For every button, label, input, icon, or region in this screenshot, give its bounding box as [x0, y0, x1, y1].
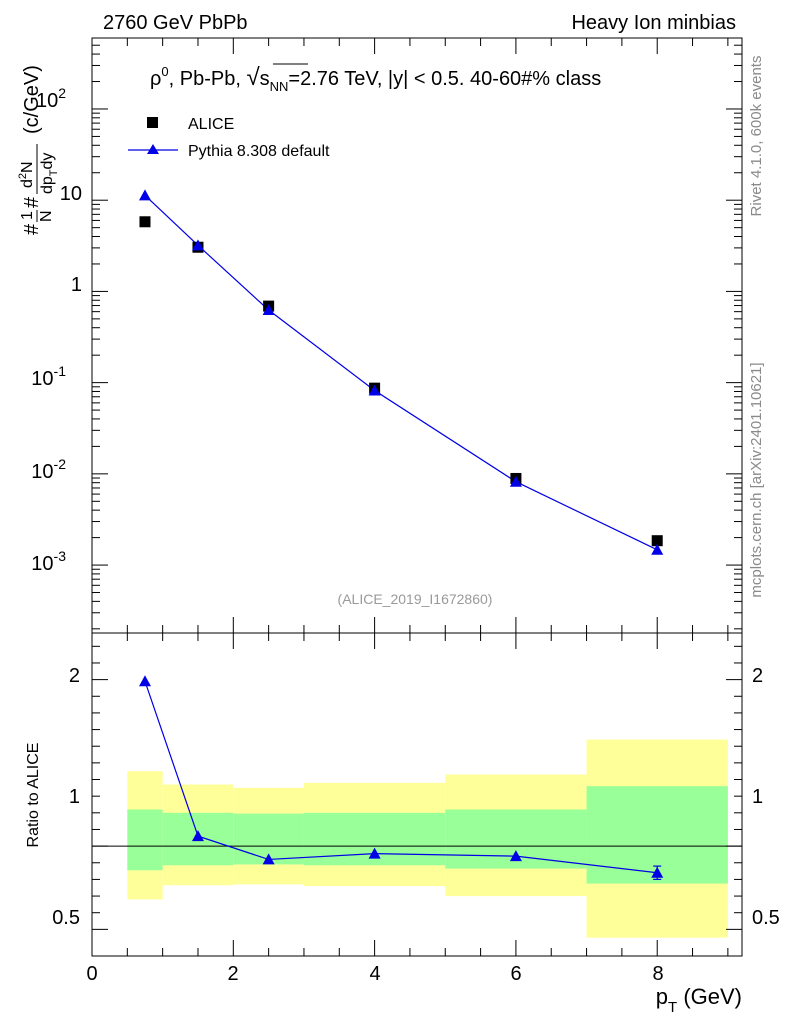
svg-text:#: #: [21, 196, 43, 208]
x-tick-labels: 0 2 4 6 8: [86, 963, 663, 985]
legend-label-alice: ALICE: [188, 116, 234, 133]
ratio-frame: [91, 632, 743, 957]
pythia-point: [509, 475, 522, 487]
ratio-pythia-point: [509, 850, 522, 862]
x-tick-label-4: 4: [369, 963, 380, 985]
rivet-label: Rivet 4.1.0, 600k events: [748, 56, 765, 217]
analysis-reference: (ALICE_2019_I1672860): [338, 591, 493, 607]
ratio-pythia-line: [144, 681, 658, 874]
band-inner: [127, 809, 163, 871]
y-tick-label-1e-1: 10-1: [31, 363, 66, 390]
alice-point: [651, 535, 663, 547]
ratio-pythia-point: [262, 853, 275, 865]
x-tick-label-6: 6: [510, 963, 521, 985]
ratio-y-label: Ratio to ALICE: [25, 743, 42, 848]
ratio-y-tick-labels: 0.5 1 2 0.5 1 2: [52, 665, 780, 929]
svg-text:d2N: d2N: [17, 161, 36, 188]
main-panel: 10-3 10-2 10-1 1 10 102 ρ0, Pb-Pb, √sNN=…: [17, 37, 743, 634]
ratio-y-tick-0.5-right: 0.5: [752, 907, 780, 929]
header-left: 2760 GeV PbPb: [103, 12, 248, 34]
y-tick-label-10: 10: [60, 183, 82, 205]
pythia-point: [138, 189, 151, 201]
ratio-pythia-point: [138, 675, 151, 687]
legend-marker-pythia: [147, 144, 159, 154]
ratio-y-tick-2-right: 2: [752, 665, 763, 687]
y-tick-label-1: 1: [71, 274, 82, 296]
ratio-pythia-point: [651, 866, 664, 878]
x-tick-label-8: 8: [652, 963, 663, 985]
ratio-y-tick-1-right: 1: [752, 786, 763, 808]
svg-text:1: 1: [19, 211, 36, 220]
mcplots-label: mcplots.cern.ch [arXiv:2401.10621]: [748, 362, 765, 597]
chart-title: ρ0, Pb-Pb, √sNN=2.76 TeV, |y| < 0.5. 40-…: [150, 64, 601, 94]
y-axis-label: # 1 N # d2N dpTdy (c/GeV): [17, 65, 60, 235]
pythia-point: [368, 384, 381, 396]
svg-text:dpTdy: dpTdy: [39, 153, 60, 194]
alice-point: [139, 216, 151, 228]
ratio-y-tick-2: 2: [69, 665, 80, 687]
svg-text:(c/GeV): (c/GeV): [21, 65, 43, 134]
x-tick-label-0: 0: [86, 963, 97, 985]
ratio-pythia-point: [191, 830, 204, 842]
pythia-point: [651, 543, 664, 555]
y-tick-label-1e-2: 10-2: [31, 456, 66, 483]
y-tick-labels: 10-3 10-2 10-1 1 10 102: [31, 85, 82, 575]
ratio-series: [138, 675, 664, 881]
header-right: Heavy Ion minbias: [571, 12, 736, 34]
y-tick-label-1e-3: 10-3: [31, 548, 66, 575]
x-tick-label-2: 2: [227, 963, 238, 985]
ratio-ticks: [91, 633, 742, 956]
svg-text:N: N: [38, 210, 55, 222]
ratio-pythia-point: [368, 847, 381, 859]
legend-marker-alice: [147, 117, 158, 128]
pythia-point: [262, 304, 275, 316]
y-tick-label-1e2: 102: [36, 85, 66, 112]
legend-label-pythia: Pythia 8.308 default: [188, 143, 330, 160]
ratio-panel: Ratio to ALICE 0.5 1 2 0.5 1 2 0 2 4 6 8…: [25, 632, 780, 1016]
pythia-line: [144, 194, 658, 551]
svg-text:#: #: [21, 223, 43, 235]
main-series: [138, 189, 664, 555]
ratio-bands: [92, 739, 742, 938]
ratio-y-tick-1: 1: [69, 786, 80, 808]
x-axis-label: pT (GeV): [656, 984, 742, 1016]
main-ticks: [91, 37, 742, 633]
ratio-y-tick-0.5: 0.5: [52, 907, 80, 929]
pythia-point: [191, 239, 204, 251]
legend: ALICE Pythia 8.308 default: [128, 116, 330, 160]
